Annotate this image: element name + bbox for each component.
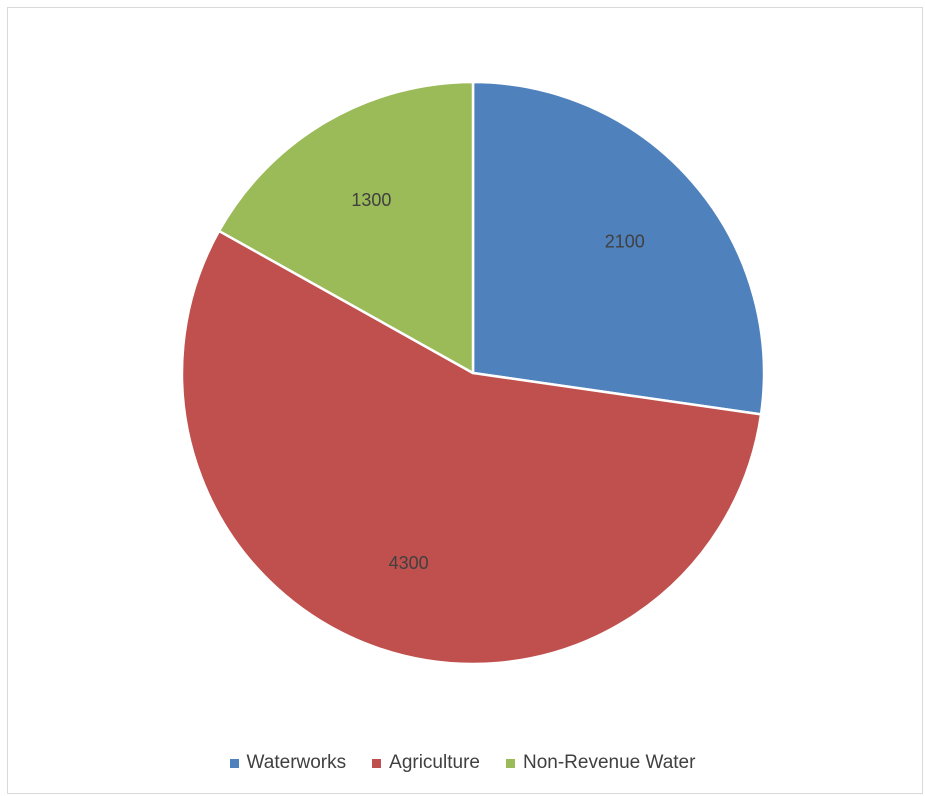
pie-slice-waterworks <box>471 80 766 416</box>
pie-slice-agriculture <box>180 229 763 666</box>
legend-item-agriculture: Agriculture <box>372 752 480 774</box>
legend-label-waterworks: Waterworks <box>246 752 347 773</box>
legend-item-non-revenue-water: Non-Revenue Water <box>505 752 696 774</box>
data-label-non-revenue-water: 1300 <box>351 190 391 210</box>
data-label-waterworks: 2100 <box>605 232 645 252</box>
legend-label-agriculture: Agriculture <box>389 752 480 773</box>
legend-label-non-revenue-water: Non-Revenue Water <box>522 752 696 773</box>
legend-swatch-non-revenue-water <box>505 758 515 768</box>
legend-item-waterworks: Waterworks <box>229 752 347 774</box>
data-label-agriculture: 4300 <box>389 553 429 573</box>
legend: Waterworks Agriculture Non-Revenue Water <box>0 752 925 774</box>
pie-slice-non-revenue-water <box>217 80 475 375</box>
legend-swatch-agriculture <box>372 758 382 768</box>
legend-swatch-waterworks <box>229 758 239 768</box>
